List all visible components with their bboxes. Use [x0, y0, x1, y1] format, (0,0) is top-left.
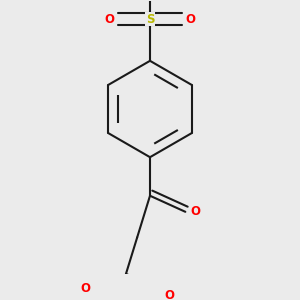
Text: O: O — [81, 282, 91, 296]
Text: S: S — [146, 13, 154, 26]
Text: O: O — [105, 13, 115, 26]
Text: O: O — [164, 289, 174, 300]
Text: O: O — [185, 13, 195, 26]
Text: O: O — [190, 205, 200, 218]
